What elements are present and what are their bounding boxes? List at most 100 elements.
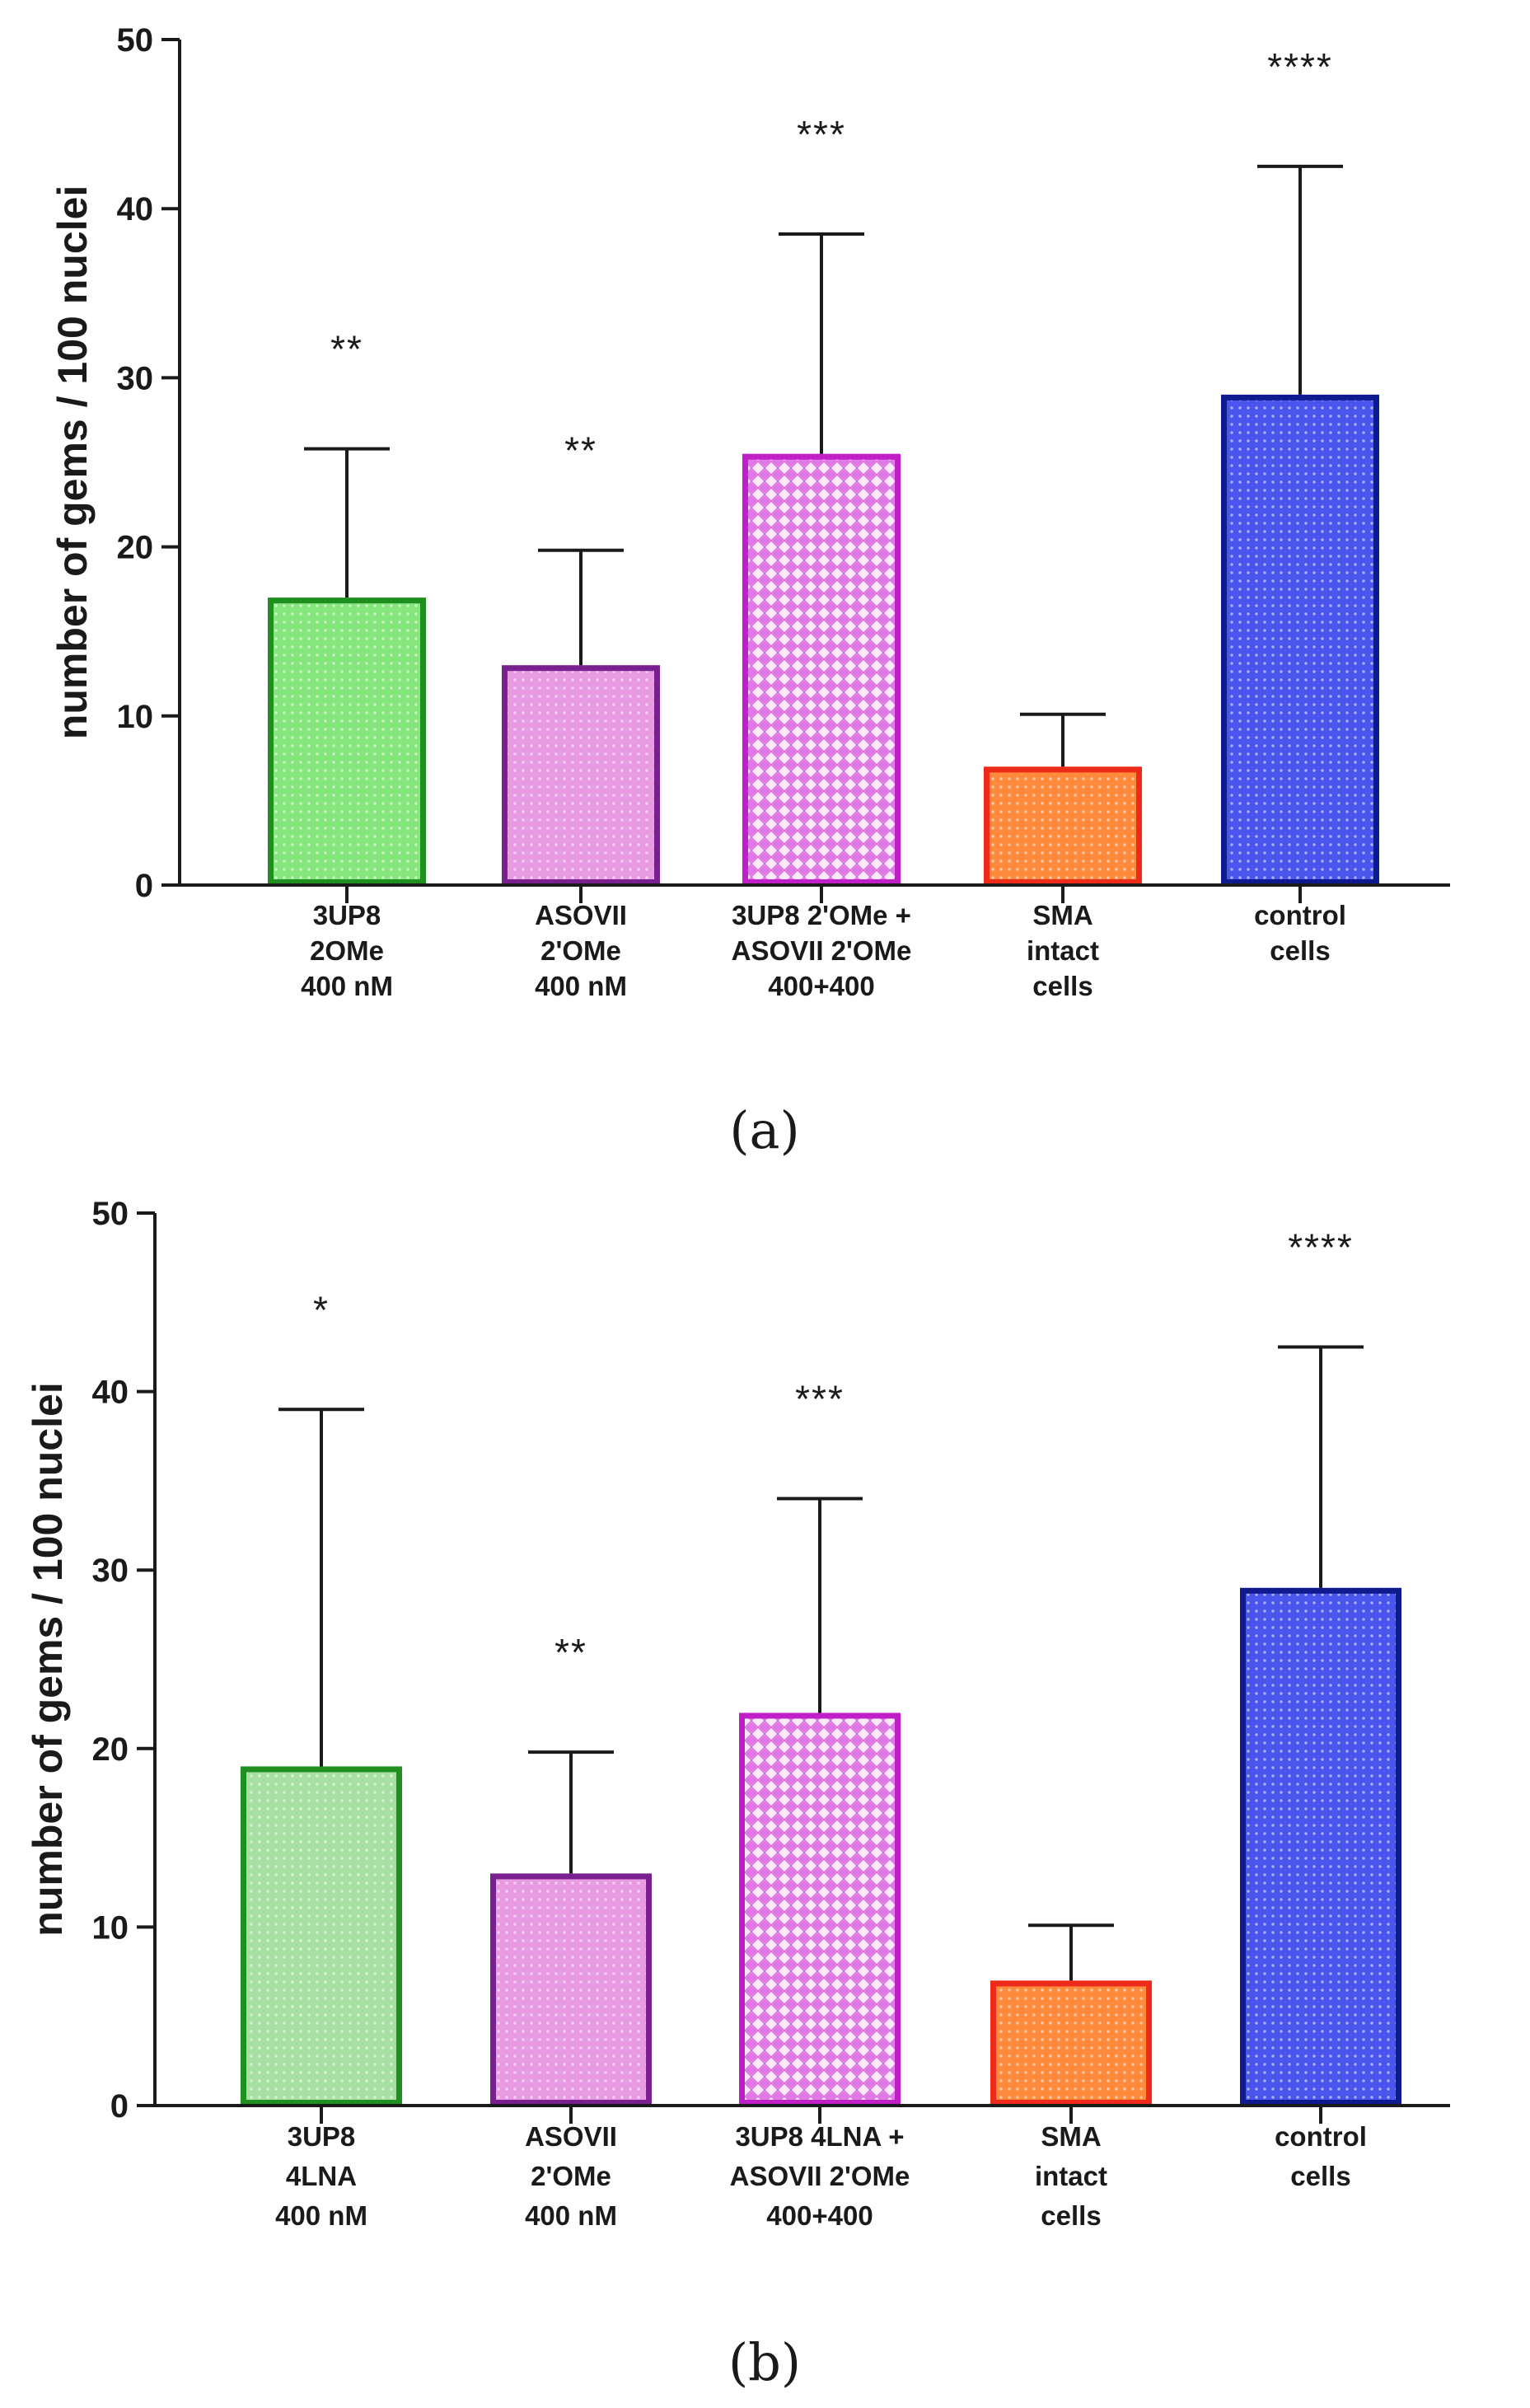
- category-label-line: 400 nM: [535, 971, 627, 1001]
- category-label-line: control: [1254, 900, 1346, 930]
- significance-a-1: **: [330, 328, 363, 371]
- category-label-line: 400 nM: [275, 2200, 367, 2231]
- category-label-b-2: ASOVII 2'OMe 400 nM: [525, 2121, 617, 2231]
- bar-outline: [990, 1980, 1152, 2106]
- bar-outline: [1240, 1587, 1401, 2106]
- y-tick-label: 50: [117, 22, 154, 59]
- category-label-a-4: SMA intact cells: [1027, 900, 1099, 1001]
- significance-b-2: **: [554, 1631, 587, 1674]
- error-bar-a-4: [1020, 712, 1106, 767]
- bar-b-2: [490, 1873, 652, 2106]
- category-label-b-4: SMA intact cells: [1035, 2121, 1107, 2231]
- significance-b-3: ***: [795, 1378, 845, 1421]
- category-label-line: cells: [1270, 935, 1330, 966]
- category-label-line: cells: [1032, 971, 1093, 1001]
- bar-b-3: [739, 1712, 901, 2106]
- bar-pattern: [739, 1712, 901, 2106]
- bar-b-5: [1240, 1587, 1401, 2106]
- bar-pattern: [1221, 394, 1379, 885]
- category-label-line: 400+400: [766, 2200, 873, 2231]
- bar-pattern: [241, 1766, 402, 2106]
- category-label-a-3: 3UP8 2'OMe + ASOVII 2'OMe 400+400: [732, 900, 912, 1001]
- y-tick-label: 50: [92, 1196, 129, 1232]
- category-label-line: 400 nM: [525, 2200, 617, 2231]
- category-label-line: control: [1275, 2121, 1367, 2152]
- category-label-line: ASOVII: [525, 2121, 617, 2152]
- y-tick-label: 20: [92, 1731, 129, 1768]
- bar-outline: [742, 453, 901, 885]
- category-label-line: SMA: [1032, 900, 1093, 930]
- category-label-line: cells: [1290, 2161, 1350, 2191]
- significance-b-5: ****: [1288, 1225, 1354, 1268]
- error-bar-a-2: [538, 548, 624, 666]
- bar-a-3: [742, 453, 901, 885]
- y-tick-label: 10: [117, 699, 154, 735]
- significance-a-3: ***: [797, 113, 846, 156]
- y-axis-label: number of gems / 100 nuclei: [49, 185, 96, 739]
- bar-outline: [268, 597, 426, 885]
- category-label-b-3: 3UP8 4LNA + ASOVII 2'OMe 400+400: [730, 2121, 910, 2231]
- category-label-line: 2'OMe: [531, 2161, 611, 2191]
- bar-b-4: [990, 1980, 1152, 2106]
- bar-outline: [241, 1766, 402, 2106]
- y-axis-label: number of gems / 100 nuclei: [25, 1382, 71, 1936]
- error-bar-a-5: [1257, 164, 1343, 395]
- error-bar-b-4: [1028, 1923, 1114, 1981]
- significance-b-1: *: [313, 1288, 330, 1331]
- error-bar-b-1: [278, 1408, 364, 1767]
- y-tick-label: 40: [92, 1375, 129, 1411]
- error-bar-a-3: [779, 232, 864, 454]
- category-label-a-5: control cells: [1254, 900, 1346, 966]
- category-label-line: cells: [1041, 2200, 1101, 2231]
- bar-outline: [1221, 394, 1379, 886]
- category-label-b-1: 3UP8 4LNA 400 nM: [275, 2121, 367, 2231]
- panel-label-b: (b): [728, 2332, 801, 2392]
- category-label-line: 3UP8: [313, 900, 381, 930]
- category-label-line: intact: [1035, 2161, 1107, 2191]
- bar-b-1: [241, 1766, 402, 2106]
- category-label-line: ASOVII 2'OMe: [730, 2161, 910, 2191]
- category-label-line: 2'OMe: [540, 935, 621, 966]
- bar-pattern: [268, 597, 426, 885]
- category-label-line: intact: [1027, 935, 1099, 966]
- y-tick-label: 0: [110, 2088, 129, 2125]
- y-tick-label: 10: [92, 1909, 129, 1946]
- error-bar-b-2: [528, 1750, 614, 1874]
- bar-a-2: [502, 665, 660, 885]
- bar-pattern: [990, 1980, 1152, 2106]
- category-label-line: 3UP8: [288, 2121, 356, 2152]
- category-label-line: SMA: [1041, 2121, 1101, 2152]
- bar-outline: [739, 1712, 901, 2106]
- category-label-line: ASOVII 2'OMe: [732, 935, 912, 966]
- bar-outline: [984, 766, 1142, 885]
- category-label-line: ASOVII: [535, 900, 627, 930]
- bar-pattern: [1240, 1587, 1401, 2106]
- bar-a-5: [1221, 394, 1379, 886]
- significance-a-5: ****: [1267, 45, 1333, 88]
- error-bar-b-5: [1278, 1345, 1364, 1588]
- category-label-line: 3UP8 4LNA +: [735, 2121, 904, 2152]
- bar-pattern: [984, 766, 1142, 885]
- error-bar-a-1: [304, 447, 390, 598]
- category-label-line: 2OMe: [310, 935, 384, 966]
- category-label-line: 3UP8 2'OMe +: [732, 900, 911, 930]
- y-tick-label: 30: [92, 1553, 129, 1589]
- error-bar-b-3: [777, 1497, 863, 1713]
- y-tick-label: 40: [117, 191, 154, 227]
- panel-label-a: (a): [729, 1100, 799, 1160]
- bar-outline: [502, 665, 660, 885]
- category-label-line: 4LNA: [286, 2161, 357, 2191]
- bar-a-4: [984, 766, 1142, 885]
- category-label-a-1: 3UP8 2OMe 400 nM: [301, 900, 393, 1001]
- category-label-line: 400 nM: [301, 971, 393, 1001]
- bar-pattern: [502, 665, 660, 885]
- category-label-line: 400+400: [768, 971, 874, 1001]
- category-label-a-2: ASOVII 2'OMe 400 nM: [535, 900, 627, 1001]
- y-tick-label: 0: [135, 868, 153, 904]
- y-tick-label: 20: [117, 530, 154, 566]
- bar-pattern: [742, 453, 901, 885]
- category-label-b-5: control cells: [1275, 2121, 1367, 2191]
